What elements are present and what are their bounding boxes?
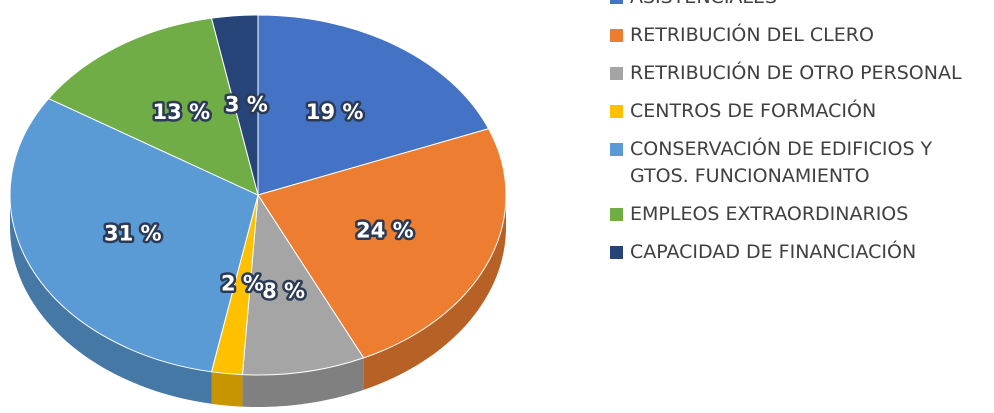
legend-swatch: [610, 208, 623, 221]
legend-swatch: [610, 0, 623, 4]
pie-slice: [47, 17, 259, 196]
legend-swatch: [610, 67, 623, 80]
legend-label: CENTROS DE FORMACIÓN: [630, 100, 877, 122]
pie-side: [242, 357, 364, 407]
pie-slice: [210, 14, 259, 196]
legend-label: RETRIBUCIÓN DE OTRO PERSONAL: [630, 62, 962, 84]
pie-side: [10, 195, 212, 404]
pie-slice: [257, 128, 507, 359]
legend-swatch: [610, 246, 623, 259]
legend-swatch: [610, 143, 623, 156]
legend-item: EMPLEOS EXTRAORDINARIOS: [610, 201, 994, 228]
data-label: 8 %: [262, 279, 305, 303]
legend-swatch: [610, 29, 623, 42]
pie-slice: [241, 193, 365, 376]
legend-item: CAPACIDAD DE FINANCIACIÓN: [610, 239, 994, 266]
legend-label: EMPLEOS EXTRAORDINARIOS: [630, 203, 909, 225]
pie-slice: [257, 14, 490, 196]
data-label: 3 %: [225, 92, 268, 116]
data-label: 24 %: [356, 218, 414, 242]
pie-side: [211, 371, 243, 407]
legend-label: ASISTENCIALES: [630, 0, 992, 11]
data-label: 19 %: [306, 100, 364, 124]
chart: 19 % 24 % 8 %2 % 31 % 13 % 3 %: [9, 14, 507, 407]
legend: ASISTENCIALES RETRIBUCIÓN DEL CLERO RETRIB…: [610, 0, 994, 277]
legend-label: CAPACIDAD DE FINANCIACIÓN: [630, 241, 917, 263]
legend-label: CONSERVACIÓN DE EDIFICIOS Y GTOS. FUNCIO…: [630, 138, 933, 187]
legend-swatch: [610, 105, 623, 118]
legend-item: RETRIBUCIÓN DEL CLERO: [610, 22, 994, 49]
legend-item: CONSERVACIÓN DE EDIFICIOS Y GTOS. FUNCIO…: [610, 136, 994, 190]
data-label: 2 %: [221, 271, 264, 295]
legend-item: RETRIBUCIÓN DE OTRO PERSONAL: [610, 60, 994, 87]
data-label: 13 %: [153, 100, 211, 124]
legend-label: RETRIBUCIÓN DEL CLERO: [630, 24, 874, 46]
pie-side: [363, 195, 506, 390]
legend-item: ASISTENCIALES: [610, 0, 994, 11]
data-label: 31 %: [104, 221, 162, 245]
legend-item: CENTROS DE FORMACIÓN: [610, 98, 994, 125]
